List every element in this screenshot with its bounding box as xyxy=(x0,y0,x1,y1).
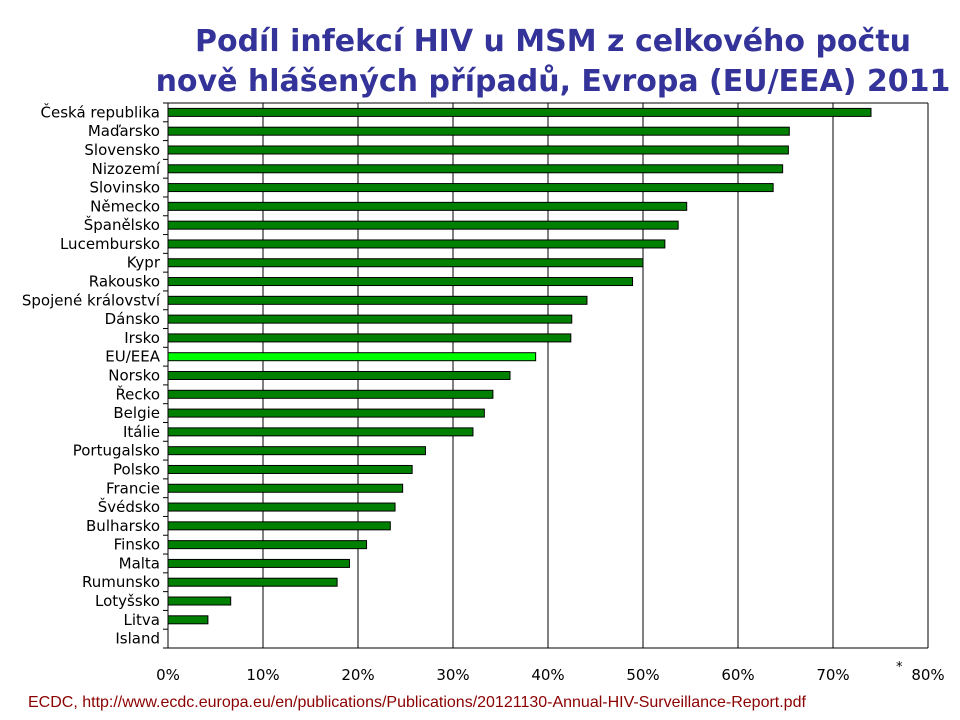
bar-loty-sko xyxy=(167,596,232,606)
category-label: Spojené království xyxy=(22,291,161,309)
bar-francie xyxy=(167,483,404,493)
category-label: Itálie xyxy=(123,423,160,441)
bar-irsko xyxy=(167,333,572,343)
bar-belgie xyxy=(167,408,485,418)
category-label: Francie xyxy=(106,479,160,497)
bar--esk-republika xyxy=(167,107,872,117)
x-tick-label: 0% xyxy=(156,666,180,684)
bar-portugalsko xyxy=(167,446,426,456)
bars xyxy=(167,107,872,625)
bar-kypr xyxy=(167,258,644,268)
bar-bulharsko xyxy=(167,521,391,531)
bar-nizozem- xyxy=(167,164,784,174)
bar-spojen-kr-lovstv- xyxy=(167,295,588,305)
category-label: Dánsko xyxy=(105,310,160,328)
category-label: EU/EEA xyxy=(105,348,160,366)
category-label: Island xyxy=(115,630,160,648)
category-label: Irsko xyxy=(124,329,160,347)
bar-n-mecko xyxy=(167,201,688,211)
category-label: Slovensko xyxy=(84,141,160,159)
bar-litva xyxy=(167,615,209,625)
x-tick-label: 50% xyxy=(626,666,659,684)
x-tick-label: 20% xyxy=(341,666,374,684)
category-label: Nizozemí xyxy=(92,160,161,178)
bar-polsko xyxy=(167,464,413,474)
category-label: Belgie xyxy=(113,404,160,422)
x-tick-label: 10% xyxy=(246,666,279,684)
category-label: Maďarsko xyxy=(88,122,160,140)
bar-slovinsko xyxy=(167,183,774,193)
chart-title: Podíl infekcí HIV u MSM z celkového počt… xyxy=(0,22,960,102)
x-tick-label: 30% xyxy=(436,666,469,684)
bar-chart: Česká republikaMaďarskoSlovenskoNizozemí… xyxy=(22,102,945,684)
category-label: Norsko xyxy=(108,367,160,385)
category-labels: Česká republikaMaďarskoSlovenskoNizozemí… xyxy=(22,102,161,647)
bar-finsko xyxy=(167,540,368,550)
bar--ecko xyxy=(167,389,494,399)
category-label: Španělsko xyxy=(84,215,160,234)
category-label: Česká republika xyxy=(41,102,160,121)
x-tick-label: 40% xyxy=(531,666,564,684)
x-tick-label: 80% xyxy=(911,666,944,684)
source-note: ECDC, http://www.ecdc.europa.eu/en/publi… xyxy=(28,694,806,711)
bar-malta xyxy=(167,558,350,568)
x-tick-label: 60% xyxy=(721,666,754,684)
category-label: Portugalsko xyxy=(73,442,160,460)
x-tick-labels: 0% 10% 20% 30% 40% 50% 60% 70% 80% xyxy=(156,666,945,684)
bar-norsko xyxy=(167,371,511,380)
bar--pan-lsko xyxy=(167,220,679,230)
category-label: Řecko xyxy=(115,384,160,403)
category-label: Litva xyxy=(124,611,160,629)
category-label: Polsko xyxy=(113,460,160,478)
category-label: Švédsko xyxy=(98,497,160,516)
category-label: Bulharsko xyxy=(86,517,160,535)
category-label: Lotyšsko xyxy=(95,592,160,610)
category-label: Malta xyxy=(119,554,160,572)
category-label: Finsko xyxy=(114,536,160,554)
footnote-marker: * xyxy=(896,660,903,675)
x-tick-label: 70% xyxy=(816,666,849,684)
bar-rumunsko xyxy=(167,577,338,587)
chart-title-line-2: nově hlášených případů, Evropa (EU/EEA) … xyxy=(155,64,951,99)
bar-slovensko xyxy=(167,145,789,155)
bar-lucembursko xyxy=(167,239,666,249)
bar-eu-eea xyxy=(167,352,537,362)
bar-rakousko xyxy=(167,277,634,287)
bar-ma-arsko xyxy=(167,126,790,136)
category-label: Lucembursko xyxy=(60,235,160,253)
bar--v-dsko xyxy=(167,502,396,512)
category-label: Slovinsko xyxy=(89,179,160,197)
chart-title-line-1: Podíl infekcí HIV u MSM z celkového počt… xyxy=(194,24,912,59)
bar-it-lie xyxy=(167,427,474,437)
category-label: Německo xyxy=(90,197,160,215)
category-label: Rakousko xyxy=(89,273,160,291)
bar-d-nsko xyxy=(167,314,573,324)
category-label: Kypr xyxy=(127,254,161,272)
category-label: Rumunsko xyxy=(82,573,160,591)
